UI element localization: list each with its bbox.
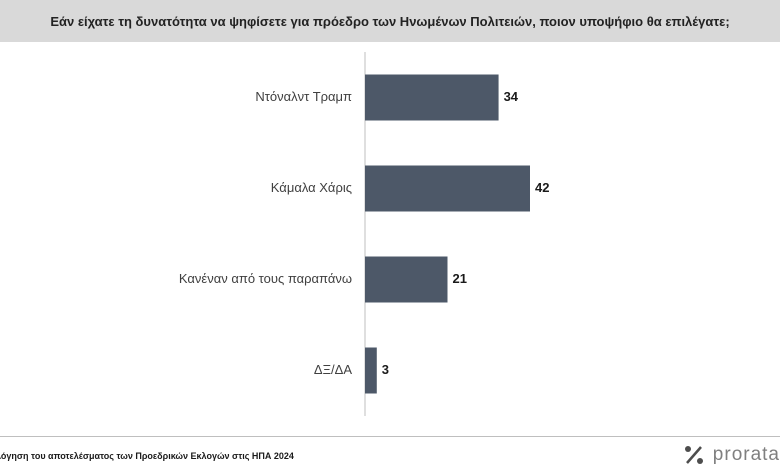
footer: λόγηση του αποτελέσματος των Προεδρικών … [0,436,780,471]
bar [365,347,377,394]
bar [365,165,530,212]
chart-title: Εάν είχατε τη δυνατότητα να ψηφίσετε για… [50,13,730,29]
percent-icon [684,446,703,464]
category-label: Ντόναλντ Τραμπ [255,89,352,104]
category-label: ΔΞ/ΔΑ [314,362,352,377]
data-label: 34 [504,89,519,104]
brand-name: prorata [712,444,780,465]
data-label: 42 [535,180,549,195]
category-label: Κανέναν από τους παραπάνω [179,271,352,286]
footer-note: λόγηση του αποτελέσματος των Προεδρικών … [0,451,294,461]
data-label: 3 [382,362,389,377]
category-label: Κάμαλα Χάρις [271,180,352,195]
bar [365,74,499,121]
chart-header: Εάν είχατε τη δυνατότητα να ψηφίσετε για… [0,0,780,42]
bar [365,256,448,303]
brand-logo: prorata [683,441,780,469]
bar-chart: Ντόναλντ Τραμπ 34 Κάμαλα Χάρις 42 Κανέναν απ… [179,52,549,416]
data-label: 21 [453,271,467,286]
